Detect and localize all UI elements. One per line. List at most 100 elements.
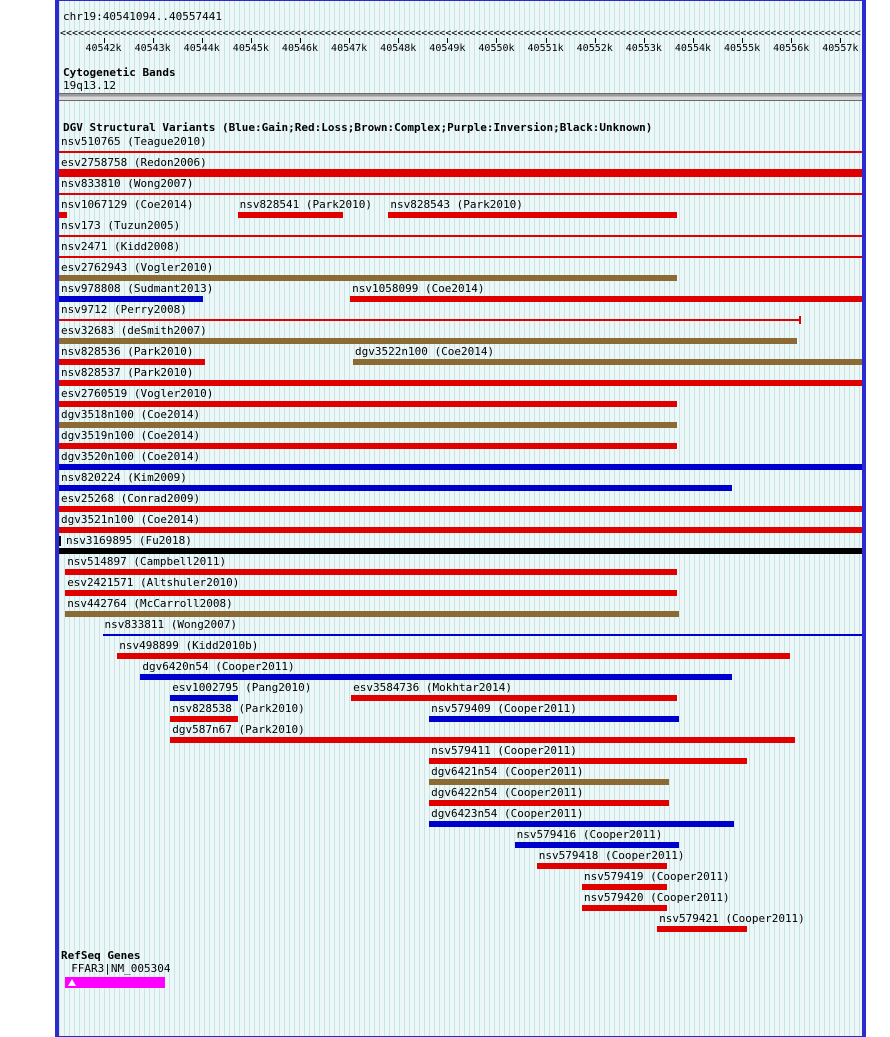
variant-label: nsv514897 (Campbell2011) xyxy=(67,555,227,568)
variant-bar[interactable] xyxy=(59,235,862,237)
ruler-tick xyxy=(349,38,351,43)
variant-bar[interactable] xyxy=(388,212,678,218)
ruler-tick-label: 40553k xyxy=(625,43,662,54)
variant-row: nsv579418 (Cooper2011) xyxy=(59,850,862,871)
variant-bar[interactable] xyxy=(237,212,344,218)
variant-bar[interactable] xyxy=(353,359,862,365)
variant-bar[interactable] xyxy=(59,464,862,470)
variant-bar[interactable] xyxy=(429,821,735,827)
variant-label: nsv9712 (Perry2008) xyxy=(61,303,187,316)
variant-row: nsv828536 (Park2010) dgv3522n100 (Coe2014… xyxy=(59,346,862,367)
ruler-scale: 40542k 40543k 40544k 40545k 40546k 40547k 4054… xyxy=(59,38,862,56)
ruler-tick-label: 40546k xyxy=(281,43,319,54)
variant-row: nsv579411 (Cooper2011) xyxy=(59,745,862,766)
variant-row: dgv3519n100 (Coe2014) xyxy=(59,430,862,451)
variant-row: esv25268 (Conrad2009) xyxy=(59,493,862,514)
variant-bar[interactable] xyxy=(59,193,862,195)
variant-bar[interactable] xyxy=(429,758,747,764)
variant-row: nsv3169895 (Fu2018) xyxy=(59,535,862,556)
ruler-tick xyxy=(594,38,596,43)
variant-bar[interactable] xyxy=(59,275,678,281)
variant-row: dgv3521n100 (Coe2014) xyxy=(59,514,862,535)
variant-bar[interactable] xyxy=(59,443,678,449)
gene-bar[interactable] xyxy=(65,977,166,988)
cytoband-section-header: Cytogenetic Bands xyxy=(63,66,176,79)
variant-label: esv32683 (deSmith2007) xyxy=(61,324,207,337)
variant-bar[interactable] xyxy=(59,359,205,365)
variant-bar[interactable] xyxy=(59,338,797,344)
variant-row: esv32683 (deSmith2007) xyxy=(59,325,862,346)
variant-bar[interactable] xyxy=(117,653,790,659)
variant-bar[interactable] xyxy=(65,590,678,596)
variant-label: nsv828543 (Park2010) xyxy=(390,198,523,211)
dgv-variant-rows: nsv510765 (Teague2010) esv2758758 (Redon2… xyxy=(59,136,862,934)
ruler-tick-label: 40552k xyxy=(576,43,613,54)
variant-bar[interactable] xyxy=(59,319,800,321)
variant-bar[interactable] xyxy=(429,716,680,722)
variant-bar[interactable] xyxy=(59,422,678,428)
variant-bar[interactable] xyxy=(59,401,678,407)
variant-row: esv2758758 (Redon2006) xyxy=(59,157,862,178)
variant-label: nsv579409 (Cooper2011) xyxy=(431,702,577,715)
variant-bar[interactable] xyxy=(59,151,862,153)
variant-bar[interactable] xyxy=(536,863,667,869)
variant-label: nsv579411 (Cooper2011) xyxy=(431,744,577,757)
variant-bar[interactable] xyxy=(59,380,862,386)
variant-bar[interactable] xyxy=(59,548,862,554)
variant-bar[interactable] xyxy=(429,800,670,806)
variant-bar[interactable] xyxy=(657,926,747,932)
variant-bar[interactable] xyxy=(59,212,68,218)
ruler-tick-label: 40547k xyxy=(331,43,368,54)
variant-bar[interactable] xyxy=(140,674,733,680)
variant-label: dgv3519n100 (Coe2014) xyxy=(61,429,201,442)
variant-row: nsv514897 (Campbell2011) xyxy=(59,556,862,577)
variant-bar[interactable] xyxy=(59,256,862,258)
variant-bar[interactable] xyxy=(65,611,680,617)
variant-bar[interactable] xyxy=(59,169,862,177)
ruler-tick-label: 40545k xyxy=(232,43,269,54)
variant-label: dgv3518n100 (Coe2014) xyxy=(61,408,201,421)
variant-label: dgv3520n100 (Coe2014) xyxy=(61,450,201,463)
ruler-tick-label: 40542k xyxy=(85,43,122,54)
ruler-tick-label: 40550k xyxy=(478,43,515,54)
variant-row: esv2762943 (Vogler2010) xyxy=(59,262,862,283)
variant-bar[interactable] xyxy=(581,905,667,911)
variant-bar[interactable] xyxy=(350,296,862,302)
variant-label: esv25268 (Conrad2009) xyxy=(61,492,201,505)
variant-label: nsv442764 (McCarroll2008) xyxy=(67,597,233,610)
variant-bar[interactable] xyxy=(429,779,670,785)
variant-bar[interactable] xyxy=(170,716,238,722)
ruler-tick-label: 40557k xyxy=(822,43,859,54)
variant-bar[interactable] xyxy=(514,842,680,848)
ruler-tick xyxy=(103,38,105,43)
variant-bar[interactable] xyxy=(102,634,862,636)
ruler-tick xyxy=(201,38,203,43)
position-title: chr19:40541094..40557441 xyxy=(63,10,222,23)
variant-bar[interactable] xyxy=(59,296,203,302)
variant-bar[interactable] xyxy=(59,506,862,512)
ruler-tick xyxy=(496,38,498,43)
variant-row: dgv3520n100 (Coe2014) xyxy=(59,451,862,472)
ruler-tick xyxy=(152,38,154,43)
ruler-tick xyxy=(791,38,793,43)
variant-bar[interactable] xyxy=(59,527,862,533)
variant-bar[interactable] xyxy=(65,569,678,575)
ruler-tick-label: 40544k xyxy=(183,43,220,54)
variant-bar[interactable] xyxy=(170,737,795,743)
variant-row: nsv833811 (Wong2007) xyxy=(59,619,862,640)
variant-label: nsv1067129 (Coe2014) xyxy=(61,198,194,211)
cytoband-ideogram[interactable] xyxy=(59,93,862,101)
variant-bar[interactable] xyxy=(170,695,238,701)
variant-row: nsv579419 (Cooper2011) xyxy=(59,871,862,892)
variant-row: dgv6421n54 (Cooper2011) xyxy=(59,766,862,787)
cytoband-name: 19q13.12 xyxy=(63,79,116,92)
variant-row: esv1002795 (Pang2010) esv3584736 (Mokhtar… xyxy=(59,682,862,703)
ruler-direction-arrows: <<<<<<<<<<<<<<<<<<<<<<<<<<<<<<<<<<<<<<<<… xyxy=(60,28,861,39)
variant-bar[interactable] xyxy=(351,695,678,701)
variant-row: nsv579420 (Cooper2011) xyxy=(59,892,862,913)
variant-bar[interactable] xyxy=(581,884,667,890)
variant-bar[interactable] xyxy=(59,485,733,491)
variant-row: nsv1067129 (Coe2014) nsv828541 (Park2010)… xyxy=(59,199,862,220)
ruler-tick xyxy=(545,38,547,43)
